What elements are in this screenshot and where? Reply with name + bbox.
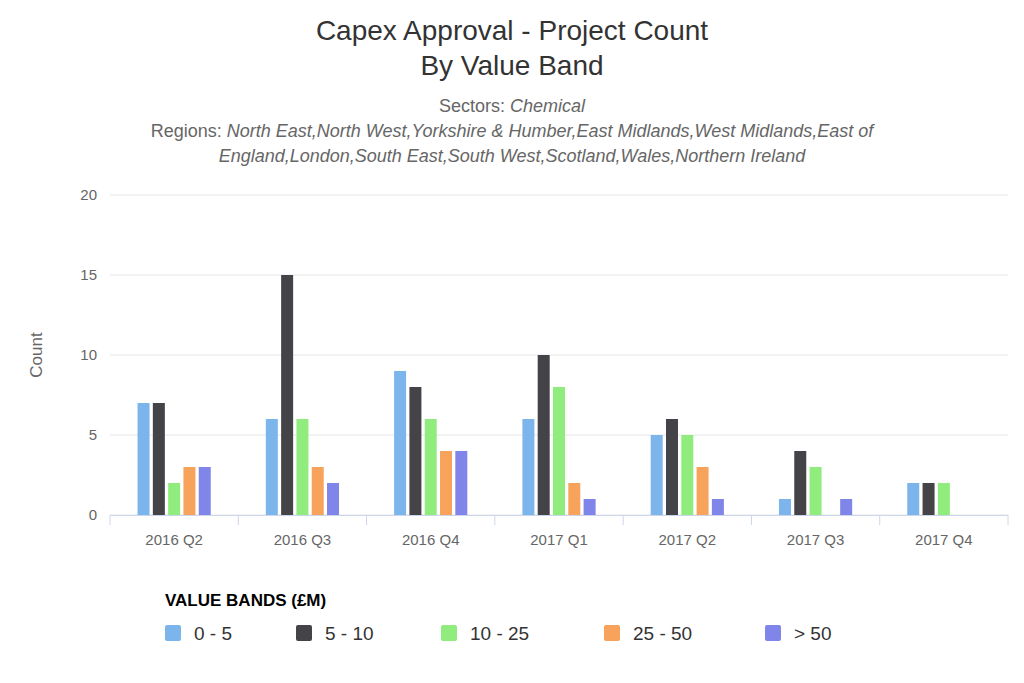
x-axis-line [110, 515, 1008, 516]
bar [440, 451, 452, 515]
bar [779, 499, 791, 515]
bar [327, 483, 339, 515]
x-tick [494, 515, 495, 525]
x-tick-label: 2016 Q3 [274, 531, 332, 548]
bar [425, 419, 437, 515]
x-tick-label: 2017 Q4 [915, 531, 973, 548]
bar [697, 467, 709, 515]
grid-line [110, 195, 1008, 196]
legend-label: 5 - 10 [325, 623, 374, 644]
bar [923, 483, 935, 515]
bar [712, 499, 724, 515]
x-tick-label: 2016 Q4 [402, 531, 460, 548]
bar [840, 499, 852, 515]
x-tick [1008, 515, 1009, 525]
bar [794, 451, 806, 515]
legend-swatch [441, 625, 457, 641]
subtitle-line: Regions: North East,North West,Yorkshire… [92, 119, 932, 169]
bar [153, 403, 165, 515]
y-tick-label: 10 [80, 346, 97, 363]
bar [538, 355, 550, 515]
bar [183, 467, 195, 515]
subtitle-value: North East,North West,Yorkshire & Humber… [219, 121, 874, 166]
y-tick-label: 20 [80, 186, 97, 203]
bar [266, 419, 278, 515]
bar [168, 483, 180, 515]
bar [138, 403, 150, 515]
bar [409, 387, 421, 515]
legend-label: 25 - 50 [633, 623, 692, 644]
subtitle-key: Sectors: [439, 96, 510, 116]
grid-line [110, 355, 1008, 356]
x-tick [879, 515, 880, 525]
bar [455, 451, 467, 515]
legend-label: 0 - 5 [194, 623, 232, 644]
bar [568, 483, 580, 515]
x-tick [238, 515, 239, 525]
x-tick-label: 2017 Q2 [659, 531, 717, 548]
bar [296, 419, 308, 515]
legend-swatch [765, 625, 781, 641]
x-tick [110, 515, 111, 525]
bar [810, 467, 822, 515]
x-tick [623, 515, 624, 525]
legend-swatch [165, 625, 181, 641]
x-tick-label: 2016 Q2 [145, 531, 203, 548]
chart: Capex Approval - Project Count By Value B… [0, 0, 1024, 683]
bar [199, 467, 211, 515]
bar [907, 483, 919, 515]
title: By Value Band [420, 50, 603, 81]
y-axis-label: Count [27, 332, 46, 378]
x-tick [366, 515, 367, 525]
bar [394, 371, 406, 515]
bar [522, 419, 534, 515]
bar [651, 435, 663, 515]
x-tick-label: 2017 Q1 [530, 531, 588, 548]
bar [938, 483, 950, 515]
subtitle-key: Regions: [151, 121, 227, 141]
grid-line [110, 275, 1008, 276]
bar [584, 499, 596, 515]
x-tick [751, 515, 752, 525]
subtitle: Sectors: ChemicalRegions: North East,Nor… [92, 94, 932, 169]
legend-title: VALUE BANDS (£M) [165, 591, 326, 610]
bar [681, 435, 693, 515]
y-tick-label: 5 [89, 426, 97, 443]
legend-label: > 50 [794, 623, 832, 644]
y-tick-label: 15 [80, 266, 97, 283]
subtitle-value: Chemical [510, 96, 585, 116]
title: Capex Approval - Project Count [316, 15, 708, 46]
bar [312, 467, 324, 515]
bar [281, 275, 293, 515]
bar [666, 419, 678, 515]
y-tick-label: 0 [89, 506, 97, 523]
legend: 0 - 5 5 - 10 10 - 25 25 - 50 > 50 [165, 623, 832, 644]
legend-label: 10 - 25 [470, 623, 529, 644]
legend-swatch [604, 625, 620, 641]
bar [553, 387, 565, 515]
legend-swatch [296, 625, 312, 641]
subtitle-line: Sectors: Chemical [92, 94, 932, 119]
x-tick-label: 2017 Q3 [787, 531, 845, 548]
